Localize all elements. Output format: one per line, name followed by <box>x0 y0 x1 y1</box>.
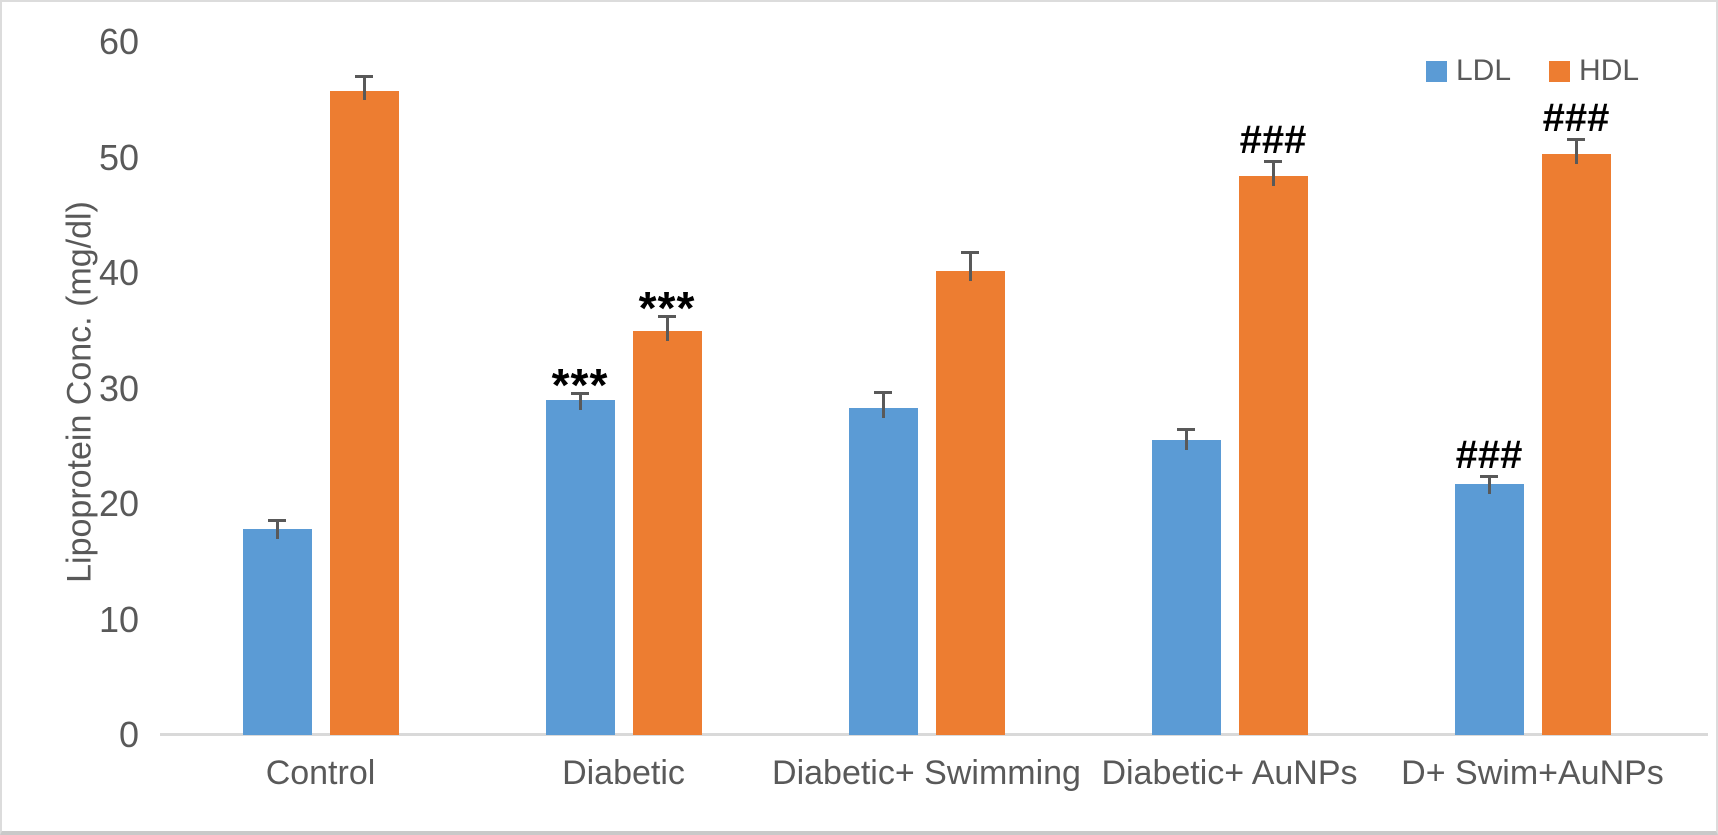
bar-ldl-diabetic <box>545 400 615 735</box>
significance-annotation-hdl-diabetic: *** <box>638 281 696 334</box>
error-bar-cap-ldl-diabetic-aunps <box>1177 427 1195 431</box>
error-bar-cap-hdl-diabetic <box>658 314 676 318</box>
legend-label-hdl: HDL <box>1579 54 1640 87</box>
error-bar-line-hdl-control <box>362 75 366 101</box>
error-bar-cap-ldl-diabetic-swimming <box>874 390 892 394</box>
bar-hdl-control <box>329 90 399 735</box>
error-bar-line-hdl-diabetic-swimming <box>968 251 972 281</box>
bar-ldl-diabetic-swimming <box>848 408 918 735</box>
legend-swatch-ldl <box>1426 60 1447 82</box>
y-tick-label-60: 60 <box>98 21 139 62</box>
legend: LDL HDL <box>1426 54 1639 88</box>
bar-hdl-diabetic-aunps <box>1238 175 1308 735</box>
y-tick-label-30: 30 <box>98 367 139 409</box>
bar-ldl-diabetic-aunps <box>1151 440 1221 735</box>
error-bar-cap-ldl-diabetic <box>571 391 589 395</box>
error-bar-cap-hdl-d-swim-aunps <box>1567 137 1585 141</box>
legend-label-ldl: LDL <box>1456 54 1512 87</box>
significance-annotation-ldl-d-swim-aunps: ### <box>1455 433 1523 478</box>
error-bar-line-hdl-d-swim-aunps <box>1574 137 1578 165</box>
error-bar-cap-hdl-control <box>355 75 373 79</box>
x-category-label-diabetic-swimming: Diabetic+ Swimming <box>772 754 1081 792</box>
x-category-label-diabetic: Diabetic <box>562 754 685 792</box>
legend-swatch-hdl <box>1549 60 1571 82</box>
bar-ldl-control <box>242 529 312 735</box>
error-bar-cap-hdl-diabetic-aunps <box>1264 159 1282 163</box>
error-bar-cap-ldl-control <box>268 519 286 522</box>
error-bar-line-hdl-diabetic <box>665 314 669 341</box>
error-bar-line-ldl-diabetic <box>578 391 582 411</box>
bar-hdl-diabetic-swimming <box>935 270 1005 735</box>
significance-annotation-ldl-diabetic: *** <box>551 358 609 411</box>
x-category-label-diabetic-aunps: Diabetic+ AuNPs <box>1101 754 1358 792</box>
error-bar-line-ldl-diabetic-aunps <box>1184 427 1188 451</box>
significance-annotation-hdl-diabetic-aunps: ### <box>1239 117 1307 162</box>
significance-annotation-hdl-d-swim-aunps: ### <box>1542 95 1610 140</box>
y-tick-label-10: 10 <box>98 598 139 640</box>
error-bar-line-hdl-diabetic-aunps <box>1271 159 1275 186</box>
y-tick-label-20: 20 <box>98 483 139 524</box>
x-category-label-control: Control <box>265 754 376 792</box>
bar-hdl-d-swim-aunps <box>1541 154 1611 735</box>
y-tick-label-0: 0 <box>118 714 139 755</box>
bar-hdl-diabetic <box>632 330 702 735</box>
x-axis-line <box>160 733 1708 736</box>
bar-ldl-d-swim-aunps <box>1454 484 1524 735</box>
x-category-label-d-swim-aunps: D+ Swim+AuNPs <box>1401 754 1664 792</box>
error-bar-line-ldl-d-swim-aunps <box>1487 475 1491 495</box>
error-bar-line-ldl-diabetic-swimming <box>881 390 885 419</box>
y-tick-label-40: 40 <box>98 252 139 293</box>
error-bar-cap-hdl-diabetic-swimming <box>961 251 979 255</box>
y-tick-label-50: 50 <box>98 136 139 178</box>
error-bar-cap-ldl-d-swim-aunps <box>1480 475 1498 479</box>
error-bar-line-ldl-control <box>275 519 279 540</box>
